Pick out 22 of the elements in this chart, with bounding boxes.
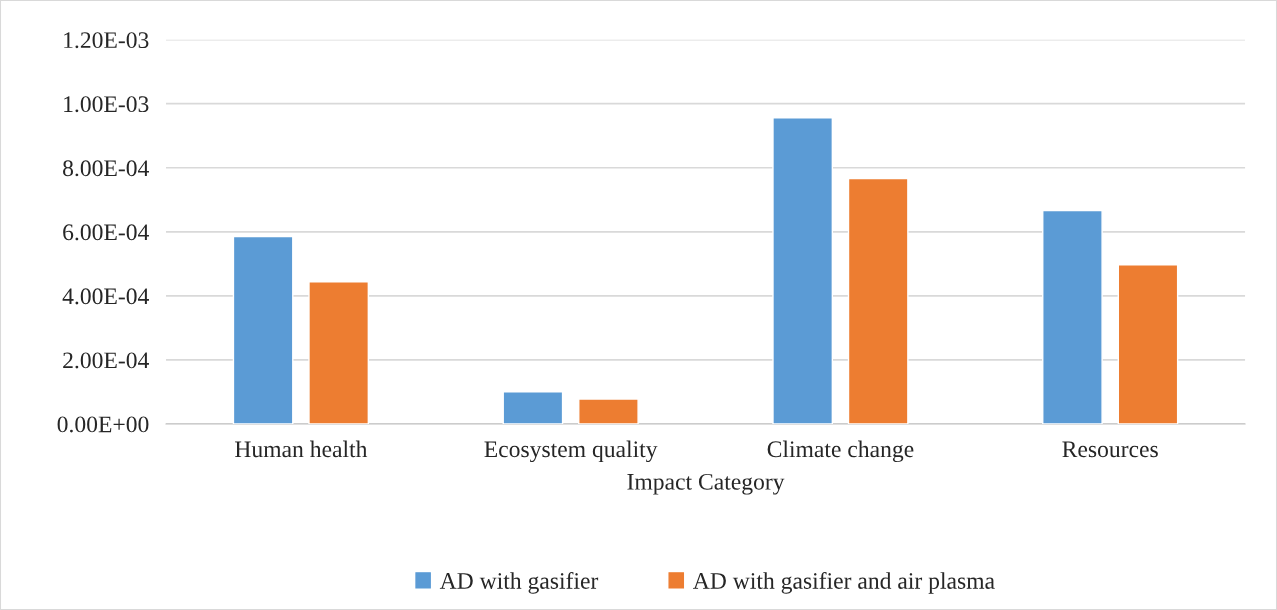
- y-tick-label: 8.00E-04: [63, 160, 149, 177]
- y-tick-label: 2.00E-04: [63, 352, 149, 369]
- y-tick-label: 4.00E-04: [62, 288, 149, 305]
- bar: [1117, 264, 1179, 424]
- bar: [1042, 209, 1103, 424]
- x-axis-title: Impact Category: [627, 473, 785, 495]
- x-tick-label: Resources: [1062, 441, 1158, 458]
- bar: [772, 117, 834, 424]
- x-tick-label: Climate change: [767, 440, 914, 463]
- bar: [578, 398, 639, 424]
- legend-label: AD with gasifier and air plasma: [693, 572, 995, 594]
- y-tick-label: 1.00E-03: [64, 96, 149, 113]
- bar: [308, 281, 370, 424]
- x-tick-label: Human health: [235, 440, 368, 458]
- y-tick-label: 0.00E+00: [57, 416, 149, 433]
- bar: [232, 235, 294, 424]
- bar: [847, 177, 909, 424]
- bar: [502, 391, 564, 424]
- legend-label: AD with gasifier: [439, 572, 599, 594]
- y-tick-label: 6.00E-04: [63, 224, 149, 241]
- x-tick-label: Ecosystem quality: [484, 440, 658, 463]
- y-tick-label: 1.20E-03: [64, 32, 149, 49]
